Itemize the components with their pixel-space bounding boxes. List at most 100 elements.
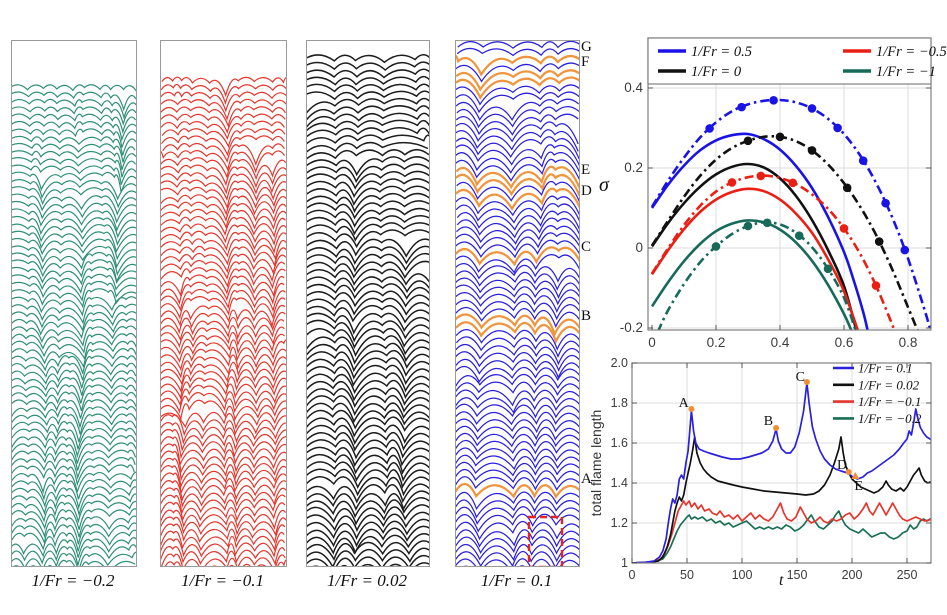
sigma-curve-marker <box>881 198 890 208</box>
flame-front-row <box>13 559 136 566</box>
sigma-curve-marker <box>775 132 785 142</box>
flame-front-row <box>456 121 579 145</box>
sigma-axis-label: σ <box>599 174 609 196</box>
flame-front-row <box>456 84 579 106</box>
flame-front-row <box>161 392 286 414</box>
flame-front-row <box>456 69 579 92</box>
sigma-curve-marker <box>737 102 746 112</box>
panel-fr-neg-0p2 <box>11 40 137 567</box>
sigma-curve <box>650 174 896 330</box>
sigma-curve-marker <box>705 124 714 133</box>
flame-front-row <box>307 364 429 387</box>
flame-front-row <box>161 76 286 98</box>
flame-front-row <box>161 553 286 566</box>
peak-label-D: D <box>837 458 847 473</box>
flame-front-row <box>161 252 286 275</box>
flame-front-row <box>12 179 136 201</box>
peak-marker-dot <box>773 425 780 431</box>
series-group <box>632 382 931 563</box>
flame-front-row <box>12 251 136 277</box>
flame-front-row <box>307 511 429 533</box>
flame-front-row <box>12 171 136 193</box>
flame-front-row <box>307 105 429 121</box>
flame-front-pattern-red <box>161 76 286 566</box>
peak-marker-dot <box>845 469 852 475</box>
flame-front-row <box>456 62 579 83</box>
flame-front-row <box>161 348 286 372</box>
time-letter-C: C <box>581 239 592 255</box>
flame-front-row <box>12 318 136 340</box>
legend-label: 1/Fr = −0.1 <box>858 394 921 409</box>
flame-front-row <box>456 529 579 548</box>
flame-front-row <box>12 522 136 545</box>
flame-front-row <box>456 47 579 57</box>
flame-front-row <box>161 501 286 522</box>
flame-length-chart: 0 50 100 150 200 250 1 1.2 1.4 1.6 1.8 2.0 1/Fr = 0.… <box>611 356 932 582</box>
flame-front-row <box>161 281 285 306</box>
flame-front-row <box>12 259 136 284</box>
flame-front-row <box>12 200 136 224</box>
flame-length-axis-label: total flame length <box>588 409 604 517</box>
flame-front-row <box>456 536 579 555</box>
flame-front-row <box>161 363 286 387</box>
flame-front-row <box>456 254 579 274</box>
sigma-curve <box>650 132 869 330</box>
flame-front-row <box>12 325 136 347</box>
flame-front-row <box>161 546 286 566</box>
flame-front-row <box>456 270 579 291</box>
x-tick-label: 250 <box>897 568 918 582</box>
peak-label-E: E <box>854 479 863 494</box>
flame-front-row <box>307 290 429 308</box>
flame-front-row <box>12 193 136 216</box>
flame-front-row <box>456 225 579 245</box>
legend-box <box>647 37 932 85</box>
flame-front-row <box>307 215 429 236</box>
flame-front-row <box>12 551 136 566</box>
flame-front-row <box>456 513 579 533</box>
flame-front-row <box>456 144 579 166</box>
sigma-curve <box>650 187 860 330</box>
flame-front-row <box>307 260 429 279</box>
sigma-curve <box>650 219 853 330</box>
flame-front-row <box>456 461 579 477</box>
flame-front-row <box>456 499 579 519</box>
panel-fr-0p1 <box>455 40 580 567</box>
flame-front-row <box>307 200 429 220</box>
flame-front-row <box>307 119 429 132</box>
flame-front-row <box>456 239 579 259</box>
flame-front-row <box>456 195 579 217</box>
flame-front-row <box>161 106 286 128</box>
flame-front-row <box>12 442 136 464</box>
flame-front-row <box>307 268 429 286</box>
flame-front-row <box>456 336 579 359</box>
sigma-curve-marker <box>839 224 849 233</box>
flame-front-row <box>456 262 579 283</box>
panel-caption-2: 1/Fr = −0.1 <box>181 571 264 590</box>
sigma-curve <box>657 221 857 330</box>
flame-front-row <box>161 179 286 202</box>
flame-front-row <box>12 537 136 558</box>
flame-front-row <box>456 203 579 224</box>
flame-front-row <box>307 53 429 64</box>
flame-front-row <box>161 215 286 239</box>
flame-front-row <box>12 273 136 294</box>
flame-front-row <box>456 491 579 511</box>
flame-front-row <box>307 424 429 445</box>
flame-front-row <box>456 217 579 239</box>
flame-front-row <box>307 461 429 482</box>
flame-front-row <box>456 76 579 100</box>
flame-front-row <box>307 431 429 452</box>
flame-front-row <box>12 266 136 286</box>
flame-front-row <box>456 113 579 136</box>
flame-front-row <box>307 342 429 365</box>
flame-front-row <box>161 465 286 489</box>
flame-front-row <box>307 525 429 548</box>
flame-front-row <box>161 194 286 216</box>
x-tick-label: 0.4 <box>771 335 790 350</box>
flame-front-row <box>161 319 285 342</box>
flame-front-row <box>161 245 286 267</box>
flame-front-row <box>456 313 579 337</box>
sigma-curve-marker <box>807 146 817 155</box>
zoom-region-dashed-box <box>527 515 564 566</box>
x-tick-label: 100 <box>732 568 753 582</box>
